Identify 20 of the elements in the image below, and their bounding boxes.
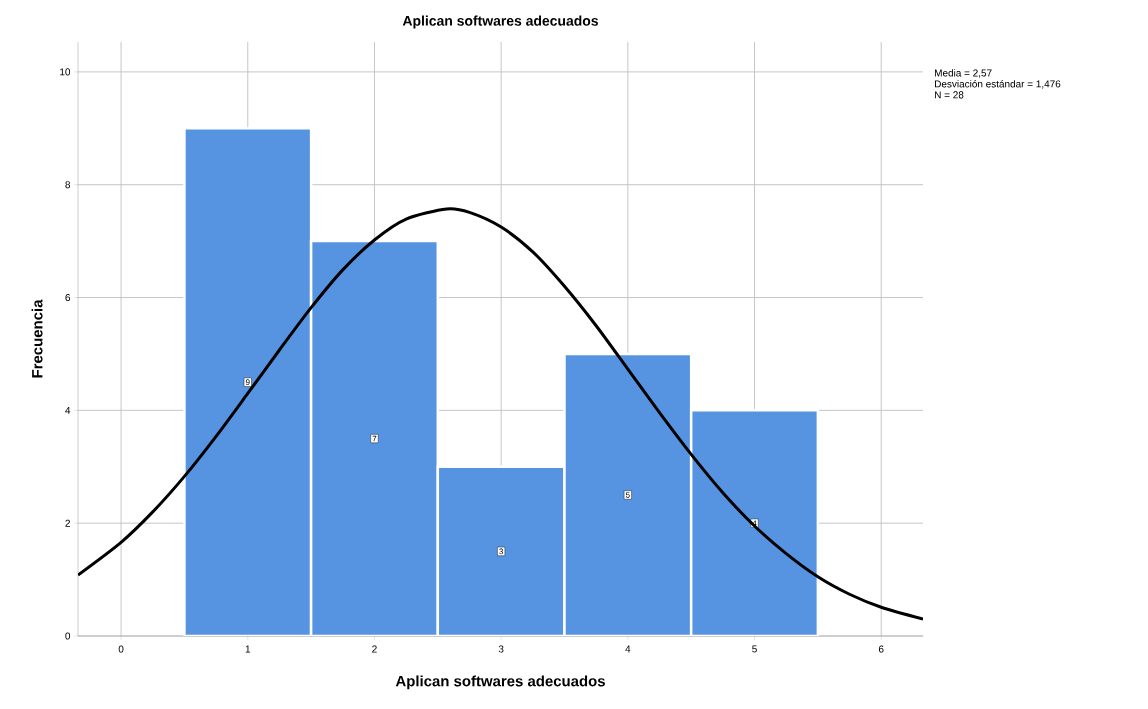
y-axis-title: Frecuencia bbox=[31, 299, 43, 378]
text: N = 28 bbox=[935, 91, 964, 99]
text: Desviación estándar = 1,476 bbox=[935, 80, 1061, 89]
chart-title: Aplican softwares adecuados bbox=[402, 15, 598, 29]
x-tick-label: 2 bbox=[372, 645, 377, 653]
x-tick-label: 3 bbox=[498, 645, 504, 653]
x-tick-label: 6 bbox=[878, 645, 884, 653]
y-tick-label: 6 bbox=[65, 294, 71, 302]
y-tick-label: 8 bbox=[65, 181, 71, 189]
y-tick-label: 2 bbox=[65, 519, 70, 527]
x-tick-label: 0 bbox=[118, 645, 124, 653]
y-tick-label: 4 bbox=[65, 406, 71, 414]
text: Media = 2,57 bbox=[935, 69, 992, 78]
y-tick-label: 10 bbox=[60, 68, 71, 76]
line-series bbox=[78, 207, 924, 621]
x-tick-label: 1 bbox=[245, 645, 251, 653]
y-tick-label: 0 bbox=[65, 632, 71, 640]
x-tick-label: 5 bbox=[752, 645, 757, 653]
x-tick-label: 4 bbox=[625, 645, 631, 653]
x-axis-title: Aplican softwares adecuados bbox=[395, 675, 605, 690]
